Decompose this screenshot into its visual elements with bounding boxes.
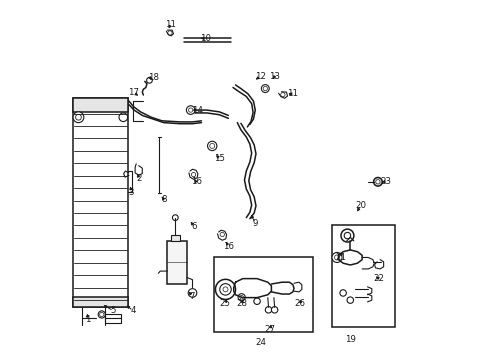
Text: 16: 16: [190, 177, 201, 186]
Circle shape: [271, 307, 277, 313]
Text: 11: 11: [165, 19, 176, 28]
Text: 10: 10: [199, 34, 210, 43]
Text: 16: 16: [223, 242, 233, 251]
Circle shape: [375, 180, 379, 184]
Circle shape: [223, 287, 227, 292]
Text: 26: 26: [294, 299, 305, 308]
Circle shape: [188, 108, 192, 112]
Bar: [105, 315, 121, 323]
Text: 7: 7: [189, 292, 195, 301]
Circle shape: [207, 141, 217, 150]
Circle shape: [261, 85, 269, 93]
Circle shape: [73, 112, 83, 123]
Circle shape: [373, 177, 382, 186]
Circle shape: [172, 215, 178, 221]
Bar: [171, 234, 180, 241]
Circle shape: [253, 298, 260, 305]
Circle shape: [339, 290, 346, 296]
Circle shape: [215, 279, 235, 300]
Bar: [214, 257, 312, 332]
Bar: [332, 225, 394, 327]
Circle shape: [344, 232, 350, 239]
Circle shape: [239, 296, 243, 299]
Circle shape: [263, 86, 267, 91]
Circle shape: [191, 172, 195, 177]
Circle shape: [98, 311, 105, 318]
Text: 11: 11: [287, 89, 298, 98]
Circle shape: [340, 229, 353, 242]
Text: 4: 4: [130, 306, 136, 315]
Text: 20: 20: [355, 201, 366, 210]
Text: 22: 22: [373, 274, 384, 283]
Circle shape: [119, 113, 127, 122]
Text: 18: 18: [147, 73, 158, 82]
Text: 9: 9: [252, 219, 257, 228]
Text: 14: 14: [192, 105, 203, 114]
Circle shape: [280, 93, 285, 97]
Text: 6: 6: [191, 222, 197, 231]
Circle shape: [265, 307, 271, 313]
Circle shape: [188, 289, 196, 297]
Text: 1: 1: [84, 315, 90, 324]
Circle shape: [331, 252, 341, 262]
Text: 12: 12: [255, 72, 265, 81]
Ellipse shape: [100, 312, 104, 317]
Circle shape: [167, 31, 172, 35]
Text: 25: 25: [219, 299, 230, 308]
Circle shape: [146, 77, 152, 83]
Circle shape: [209, 143, 214, 148]
Circle shape: [220, 232, 224, 237]
Bar: [73, 297, 127, 307]
Text: 13: 13: [269, 72, 280, 81]
Circle shape: [334, 255, 339, 260]
Circle shape: [346, 297, 353, 303]
Text: 19: 19: [344, 335, 355, 344]
Text: 3: 3: [128, 188, 134, 197]
Circle shape: [238, 294, 244, 301]
Text: 2: 2: [136, 174, 141, 183]
Bar: [73, 98, 127, 112]
Circle shape: [219, 284, 231, 295]
Circle shape: [76, 114, 81, 120]
Text: 23: 23: [380, 177, 391, 186]
Text: 8: 8: [161, 195, 166, 204]
Text: 28: 28: [236, 299, 246, 308]
Text: 5: 5: [111, 306, 116, 315]
Text: 17: 17: [127, 87, 139, 96]
Text: 27: 27: [264, 325, 275, 334]
Circle shape: [186, 106, 195, 114]
Bar: [73, 98, 127, 307]
Text: 24: 24: [255, 338, 265, 347]
Text: 21: 21: [335, 253, 346, 262]
Bar: [167, 241, 187, 284]
Text: 15: 15: [213, 154, 224, 163]
